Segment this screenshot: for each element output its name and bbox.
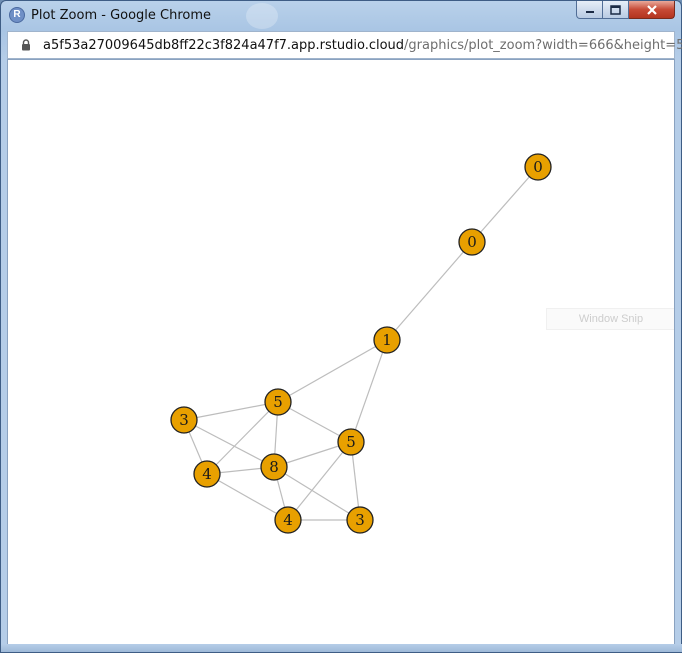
window-bottom-edge: [1, 644, 682, 652]
graph-node-label: 3: [355, 511, 365, 529]
graph-node-label: 5: [273, 393, 283, 411]
url-host: a5f53a27009645db8ff22c3f824a47f7.app.rst…: [43, 38, 405, 53]
window-snip-label: Window Snip: [546, 308, 674, 330]
graph-edge-n4-n5: [183, 401, 279, 421]
network-graph: 0 0 1 5 3 5 4 8 4 3: [170, 153, 552, 534]
graph-node: 1: [373, 326, 401, 354]
plot-viewport: 0 0 1 5 3 5 4 8 4 3 Window Snip: [7, 59, 675, 646]
minimize-icon: [585, 10, 594, 13]
graph-node-circle: [260, 453, 288, 481]
graph-edge-n4-n7: [206, 401, 279, 475]
graph-edge-n1-n2: [471, 166, 539, 243]
graph-node-circle: [193, 460, 221, 488]
graph-node: 5: [337, 428, 365, 456]
graph-node-label: 0: [533, 158, 543, 176]
graph-node: 3: [346, 506, 374, 534]
graph-edge-n3-n4: [277, 339, 388, 403]
graph-node-circle: [264, 388, 292, 416]
graph-edge-n2-n3: [386, 241, 473, 341]
graph-node: 5: [264, 388, 292, 416]
graph-node-label: 1: [382, 331, 392, 349]
title-bar[interactable]: R Plot Zoom - Google Chrome: [1, 1, 681, 31]
graph-edge-n3-n6: [350, 339, 388, 443]
graph-edge-n4-n6: [277, 401, 352, 443]
graph-node: 0: [458, 228, 486, 256]
graph-node: 4: [274, 506, 302, 534]
url-path: /graphics/plot_zoom?width=666&height=5..…: [404, 38, 682, 53]
graph-node-label: 0: [467, 233, 477, 251]
maximize-icon: [610, 4, 621, 15]
url-text[interactable]: a5f53a27009645db8ff22c3f824a47f7.app.rst…: [43, 38, 682, 53]
close-button[interactable]: [629, 1, 675, 19]
graph-node-circle: [458, 228, 486, 256]
graph-node-label: 5: [346, 433, 356, 451]
address-bar[interactable]: a5f53a27009645db8ff22c3f824a47f7.app.rst…: [7, 31, 682, 59]
maximize-button[interactable]: [603, 1, 629, 19]
caption-buttons: [576, 1, 675, 21]
graph-node-circle: [346, 506, 374, 534]
lock-icon: [22, 39, 30, 51]
graph-node-label: 8: [269, 458, 279, 476]
graph-node-label: 4: [283, 511, 293, 529]
graph-node-circle: [373, 326, 401, 354]
graph-edge-n7-n9: [206, 473, 289, 521]
graph-node-label: 4: [202, 465, 212, 483]
graph-node: 0: [524, 153, 552, 181]
graph-node-circle: [337, 428, 365, 456]
graph-node: 8: [260, 453, 288, 481]
close-icon: [646, 4, 657, 15]
graph-edge-n5-n8: [183, 419, 275, 468]
background-icon: [246, 3, 278, 29]
minimize-button[interactable]: [576, 1, 603, 19]
graph-node-circle: [170, 406, 198, 434]
graph-node: 3: [170, 406, 198, 434]
graph-node-circle: [524, 153, 552, 181]
graph-node-label: 3: [179, 411, 189, 429]
graph-edge-n6-n9: [287, 441, 352, 521]
rstudio-app-icon: R: [9, 7, 25, 23]
graph-node: 4: [193, 460, 221, 488]
window-title: Plot Zoom - Google Chrome: [31, 8, 212, 23]
graph-node-circle: [274, 506, 302, 534]
graph-edge-n8-n10: [273, 466, 361, 521]
